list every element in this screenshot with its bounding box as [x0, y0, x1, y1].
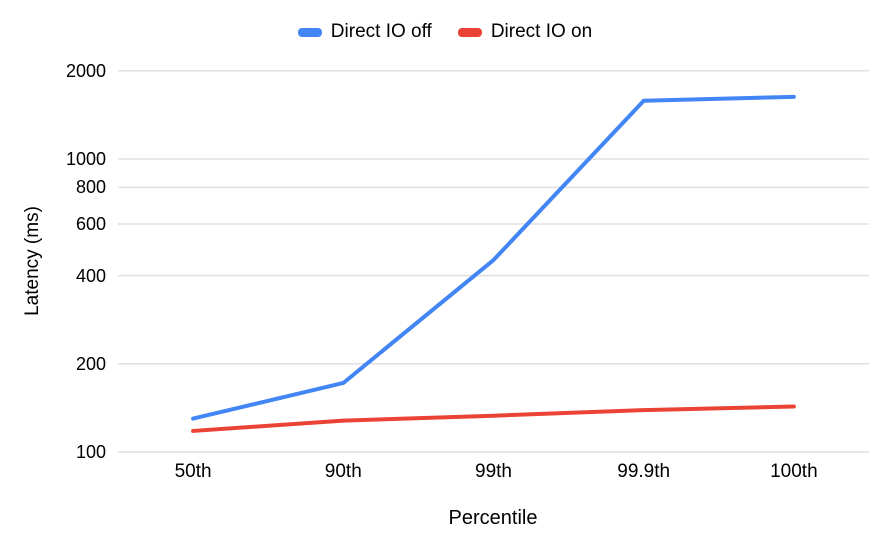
x-tick-label-100th: 100th: [770, 461, 818, 482]
legend-label-direct-io-on: Direct IO on: [490, 21, 593, 42]
x-tick-label-90th: 90th: [324, 461, 362, 482]
series-line-direct-io-on: [191, 404, 796, 433]
legend-item-direct-io-off: Direct IO off: [297, 21, 432, 43]
y-tick-label-200: 200: [75, 353, 106, 374]
x-tick-label-99th: 99th: [475, 461, 512, 482]
legend-label-direct-io-off: Direct IO off: [330, 21, 432, 42]
y-tick-label-800: 800: [75, 177, 106, 198]
y-tick-label-2000: 2000: [65, 60, 106, 81]
y-tick-label-1000: 1000: [65, 149, 106, 169]
y-tick-label-400: 400: [75, 265, 106, 286]
legend-swatch-direct-io-on: [457, 27, 482, 37]
x-tick-label-99.9th: 99.9th: [617, 461, 671, 482]
y-tick-label-600: 600: [75, 214, 106, 234]
x-tick-label-50th: 50th: [174, 461, 212, 482]
legend-swatch-direct-io-off: [297, 27, 322, 37]
x-axis-title: Percentile: [448, 507, 538, 529]
legend: Direct IO off Direct IO on: [0, 21, 890, 43]
legend-item-direct-io-on: Direct IO on: [457, 21, 593, 43]
series-line-direct-io-off: [191, 94, 796, 421]
y-tick-label-100: 100: [75, 442, 106, 462]
